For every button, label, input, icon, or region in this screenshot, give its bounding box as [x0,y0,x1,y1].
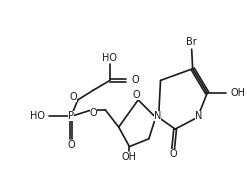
Text: O: O [169,149,177,159]
Text: O: O [132,90,140,100]
Text: HO: HO [30,111,45,121]
Text: O: O [90,108,97,118]
Text: N: N [154,111,161,121]
Text: N: N [195,111,202,121]
Text: HO: HO [103,53,117,63]
Text: O: O [131,75,139,85]
Text: OH: OH [231,88,246,98]
Text: P: P [68,111,74,121]
Text: O: O [69,92,77,102]
Text: O: O [67,140,75,150]
Text: OH: OH [122,152,137,162]
Text: Br: Br [186,37,197,48]
